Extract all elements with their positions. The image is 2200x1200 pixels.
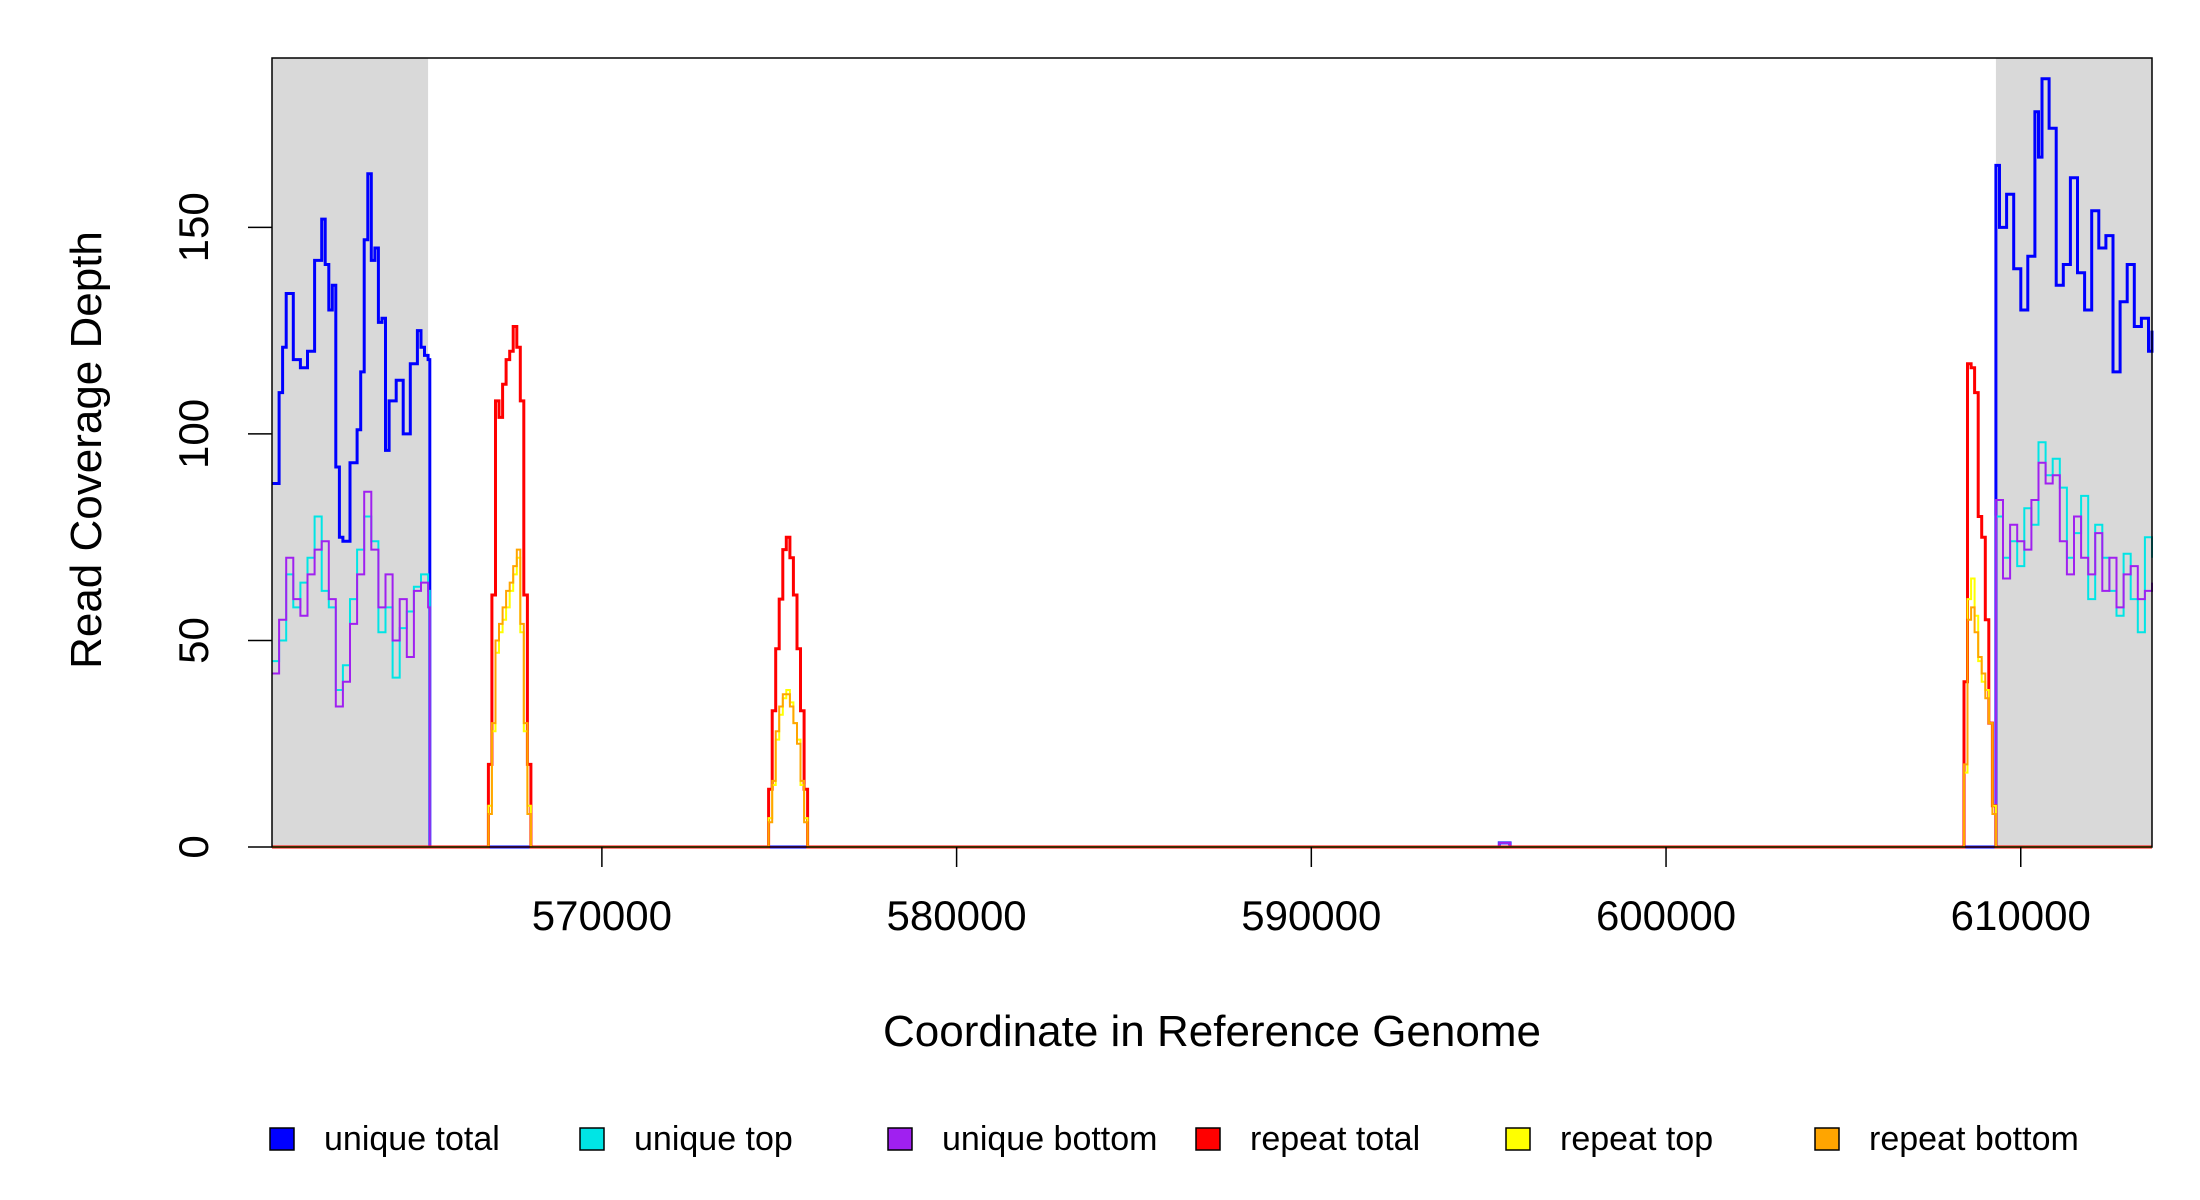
- series-line-unique-total: [272, 77, 2154, 849]
- y-tick-label: 0: [170, 835, 217, 858]
- x-axis: 570000 580000 590000 600000 610000: [532, 847, 2091, 939]
- series-line-repeat-total: [272, 325, 2152, 849]
- legend-label: repeat top: [1560, 1120, 1713, 1158]
- legend-label: unique top: [634, 1120, 793, 1158]
- legend-swatch: [1195, 1127, 1221, 1151]
- shaded-region-0: [272, 58, 429, 847]
- legend-swatch: [887, 1127, 913, 1151]
- series-line-repeat-bottom: [272, 548, 2152, 848]
- legend-swatch: [269, 1127, 295, 1151]
- legend-label: repeat bottom: [1869, 1120, 2079, 1158]
- legend-swatch: [1814, 1127, 1840, 1151]
- series-line-repeat-top: [272, 556, 2152, 848]
- x-tick-label: 600000: [1596, 892, 1736, 939]
- y-tick-label: 150: [170, 192, 217, 262]
- legend-swatch: [1505, 1127, 1531, 1151]
- legend: unique total unique top unique bottom repea…: [269, 1120, 2079, 1158]
- legend-label: unique bottom: [942, 1120, 1158, 1158]
- series-line-unique-top: [272, 441, 2153, 848]
- series-layer: [272, 77, 2154, 849]
- series-line-unique-bottom: [272, 461, 2153, 848]
- x-axis-label: Coordinate in Reference Genome: [883, 1007, 1541, 1056]
- legend-swatch: [579, 1127, 605, 1151]
- shaded-region-1: [1995, 58, 2152, 847]
- y-tick-label: 50: [170, 617, 217, 664]
- x-tick-label: 610000: [1951, 892, 2091, 939]
- plot-frame: [271, 57, 2153, 848]
- y-axis-label: Read Coverage Depth: [62, 231, 111, 669]
- y-axis: 0 50 100 150: [170, 192, 272, 859]
- x-tick-label: 570000: [532, 892, 672, 939]
- y-tick-label: 100: [170, 399, 217, 469]
- x-tick-label: 580000: [887, 892, 1027, 939]
- legend-label: repeat total: [1250, 1120, 1420, 1158]
- x-tick-label: 590000: [1241, 892, 1381, 939]
- shaded-regions: [272, 58, 2152, 847]
- legend-label: unique total: [324, 1120, 500, 1158]
